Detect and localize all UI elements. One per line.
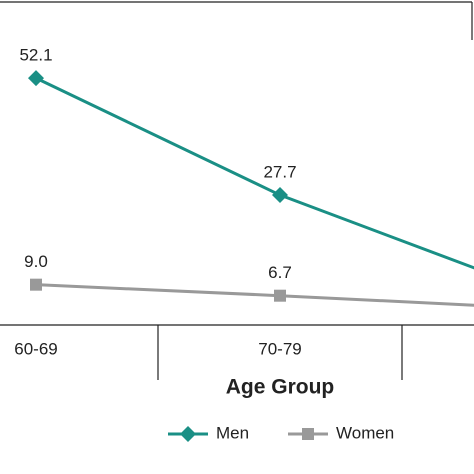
series-line [35, 76, 474, 270]
data-point [274, 289, 286, 302]
legend-marker [302, 428, 314, 440]
legend-label: Men [216, 423, 249, 442]
data-label: 6.7 [268, 263, 292, 282]
legend-marker [180, 426, 196, 442]
data-point [30, 278, 42, 291]
data-point [272, 187, 288, 204]
x-axis-title: Age Group [226, 376, 335, 399]
data-point [28, 70, 44, 87]
data-label: 52.1 [19, 46, 52, 65]
x-tick-label: 60-69 [14, 339, 57, 358]
data-label: 27.7 [263, 163, 296, 182]
x-tick-label: 70-79 [258, 339, 301, 358]
series-line [35, 283, 474, 307]
data-label: 9.0 [24, 252, 48, 271]
legend-label: Women [336, 423, 394, 442]
